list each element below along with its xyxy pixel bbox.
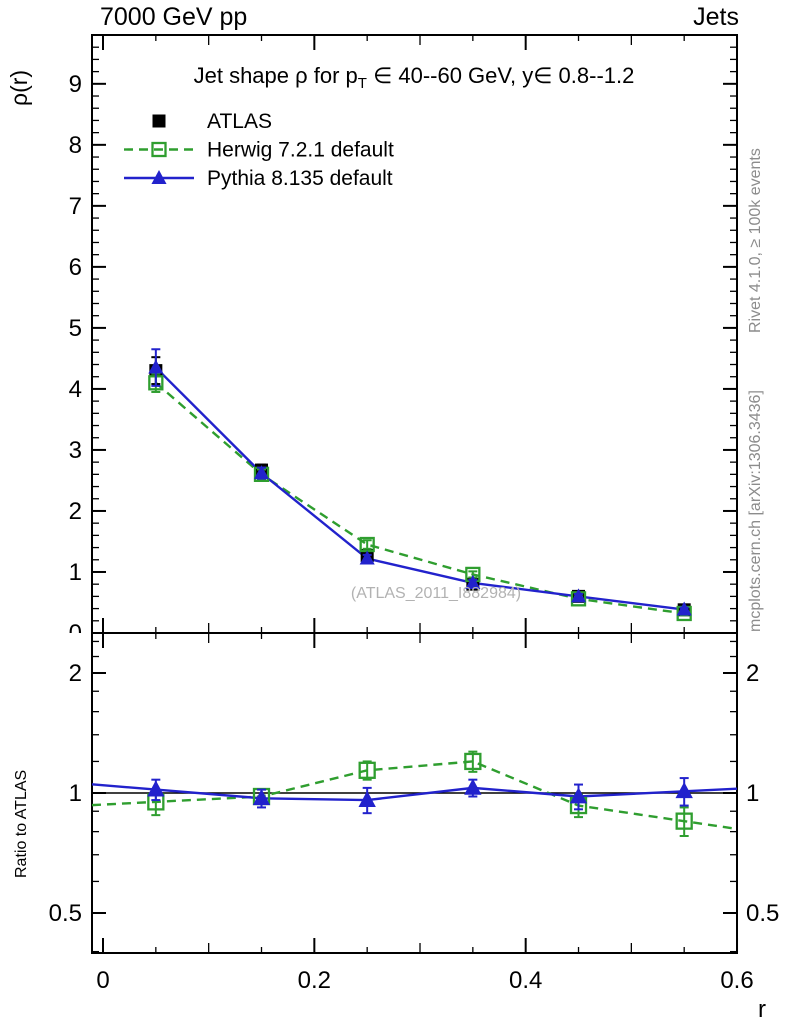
y-tick-label: 2 xyxy=(69,498,82,525)
x-tick-label: 0.2 xyxy=(298,967,331,994)
axis-ticks xyxy=(92,35,739,953)
ratio-tick-label-right: 0.5 xyxy=(746,900,779,927)
ratio-tick-label: 0.5 xyxy=(49,900,82,927)
beam-energy-label: 7000 GeV pp xyxy=(100,3,248,31)
analysis-id-watermark: (ATLAS_2011_I882984) xyxy=(350,585,522,602)
analysis-group-label: Jets xyxy=(693,3,739,31)
ratio-tick-label-right: 1 xyxy=(746,780,759,807)
ratio-axis-title: Ratio to ATLAS xyxy=(13,769,30,878)
ratio-panel: 0.5 0.5 1 1 2 2 0 0.2 0.4 0.6 xyxy=(0,34,786,994)
mcplots-citation-note: mcplots.cern.ch [arXiv:1306.3436] xyxy=(747,390,764,632)
legend-label: Pythia 8.135 default xyxy=(207,167,393,190)
y-tick-label: 8 xyxy=(69,132,82,159)
x-tick-label: 0.4 xyxy=(509,967,542,994)
y-tick-label: 1 xyxy=(69,559,82,586)
plot-title: Jet shape ρ for pT ∈ 40--60 GeV, y∈ 0.8-… xyxy=(194,63,635,92)
series-herwig xyxy=(148,372,692,622)
legend-label: Herwig 7.2.1 default xyxy=(207,139,394,162)
ratio-tick-label: 1 xyxy=(69,780,82,807)
main-panel: Jet shape ρ for pT ∈ 40--60 GeV, y∈ 0.8-… xyxy=(69,63,692,647)
y-tick-label: 5 xyxy=(69,315,82,342)
series-atlas xyxy=(149,356,691,617)
y-axis-title: ρ(r) xyxy=(6,69,32,106)
y-tick-label: 9 xyxy=(69,71,82,98)
series-pythia xyxy=(148,348,692,616)
legend-label: ATLAS xyxy=(207,110,272,133)
x-axis-title: r xyxy=(758,996,766,1023)
ratio-tick-label-right: 2 xyxy=(746,660,759,687)
y-tick-label: 3 xyxy=(69,437,82,464)
ratio-series-pythia xyxy=(147,777,693,815)
y-tick-label: 6 xyxy=(69,254,82,281)
y-tick-label: 7 xyxy=(69,193,82,220)
ratio-tick-label: 2 xyxy=(69,660,82,687)
x-tick-label: 0 xyxy=(96,967,109,994)
legend: ATLAS Herwig 7.2.1 default Pythia 8.135 de… xyxy=(124,110,394,190)
rivet-version-note: Rivet 4.1.0, ≥ 100k events xyxy=(747,148,764,333)
y-tick-label: 4 xyxy=(69,376,82,403)
x-tick-label: 0.6 xyxy=(720,967,753,994)
